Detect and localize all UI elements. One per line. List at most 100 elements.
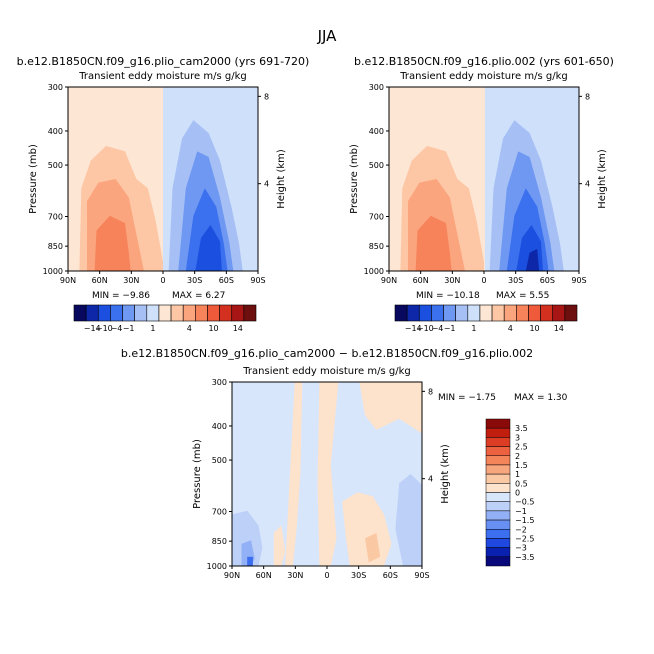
- diff-negative-core: [247, 556, 253, 566]
- colorbar-swatch-1: [467, 304, 481, 322]
- min-value-1: MIN = −10.18: [416, 291, 480, 301]
- y-tick-label-2: 700: [212, 507, 227, 516]
- colorbar-swatch-0: [122, 304, 135, 322]
- panel-subtitle-0: Transient eddy moisture m/s g/kg: [78, 71, 246, 82]
- positive-contour-3-1: [415, 215, 452, 271]
- positive-contour-3-0: [94, 215, 131, 271]
- colorbar-swatch-0: [195, 304, 208, 322]
- season-title: JJA: [317, 27, 338, 45]
- x-tick-label-0: 90N: [60, 276, 76, 285]
- colorbar-0: −14−10−4 −1 1 4 10 14: [73, 304, 257, 333]
- colorbar-label-2: 2.5: [515, 443, 528, 452]
- colorbar-label-2: −1: [515, 507, 527, 516]
- colorbar-label-2: 3: [515, 433, 520, 442]
- plot-frame-1: b.e12.B1850CN.f09_g16.plio.002 (yrs 601-…: [349, 55, 614, 285]
- colorbar-swatch-1: [516, 304, 529, 322]
- colorbar-label-1: −4: [432, 324, 444, 333]
- colorbar-swatch-1: [528, 304, 541, 322]
- colorbar-label-2: 2: [515, 452, 520, 461]
- colorbar-swatch-2: [485, 492, 511, 502]
- colorbar-swatch-1: [479, 304, 493, 322]
- colorbar-label-1: 4: [508, 324, 513, 333]
- colorbar-label-2: −2: [515, 525, 527, 534]
- panel-title-1: b.e12.B1850CN.f09_g16.plio.002 (yrs 601-…: [354, 55, 614, 68]
- y-tick-label-2: 400: [212, 422, 227, 431]
- negative-contour-4-0: [195, 225, 222, 271]
- diff-positive-streak: [342, 492, 392, 566]
- colorbar-swatch-1: [455, 304, 469, 322]
- colorbar-swatch-2: [485, 473, 511, 484]
- x-tick-label-1: 90S: [571, 276, 586, 285]
- panel-subtitle-1: Transient eddy moisture m/s g/kg: [399, 71, 567, 82]
- x-tick-label-1: 60N: [413, 276, 429, 285]
- colorbar-label-0: 14: [233, 324, 243, 333]
- colorbar-label-2: −0.5: [515, 498, 534, 507]
- colorbar-swatch-2: [485, 510, 511, 521]
- y-tick-label-0: 300: [48, 83, 63, 92]
- colorbar-swatch-1: [564, 304, 578, 322]
- x-tick-label-2: 30N: [287, 571, 303, 580]
- contour-field-2: [232, 382, 422, 566]
- x-tick-label-1: 90N: [381, 276, 397, 285]
- y-tick-label-1: 500: [369, 161, 384, 170]
- colorbar-label-0: 1: [150, 324, 155, 333]
- y-tick-label-2: 1000: [207, 562, 227, 571]
- colorbar-label-2: 0.5: [515, 479, 528, 488]
- colorbar-swatch-2: [485, 529, 511, 539]
- max-value-2: MAX = 1.30: [514, 393, 568, 403]
- diff-negative-patch: [395, 474, 422, 566]
- contour-field-0: [68, 87, 258, 272]
- colorbar-2: 3.532.521.510.50−0.5−1−1.5−2−2.5−3−3.5: [485, 418, 534, 567]
- colorbar-swatch-0: [85, 304, 99, 322]
- colorbar-label-2: −3.5: [515, 553, 534, 562]
- colorbar-label-2: 1.5: [515, 461, 528, 470]
- x-tick-label-0: 90S: [250, 276, 265, 285]
- x-tick-label-0: 60N: [92, 276, 108, 285]
- y-tick-label-0: 850: [48, 242, 63, 251]
- colorbar-swatch-1: [443, 304, 456, 322]
- colorbar-swatch-0: [207, 304, 220, 322]
- colorbar-label-2: 0: [515, 489, 520, 498]
- colorbar-swatch-1: [406, 304, 420, 322]
- x-tick-label-1: 30N: [444, 276, 460, 285]
- x-tick-label-2: 30S: [351, 571, 366, 580]
- height-tick-label-2: 4: [428, 475, 433, 484]
- colorbar-swatch-1: [503, 304, 517, 322]
- plot-frame-2: Transient eddy moisture m/s g/kg 300 400 50…: [192, 366, 451, 580]
- diff-positive-streak: [359, 382, 422, 434]
- colorbar-label-0: 4: [187, 324, 192, 333]
- y-tick-label-1: 1000: [364, 267, 384, 276]
- colorbar-swatch-0: [146, 304, 160, 322]
- contour-field-1: [389, 87, 579, 272]
- colorbar-label-0: −10: [96, 324, 113, 333]
- y-tick-label-2: 500: [212, 456, 227, 465]
- colorbar-label-0: 10: [208, 324, 218, 333]
- colorbar-swatch-0: [73, 304, 87, 322]
- colorbar-swatch-1: [540, 304, 554, 322]
- colorbar-swatch-2: [485, 455, 511, 466]
- colorbar-swatch-2: [485, 538, 511, 548]
- colorbar-label-2: −1.5: [515, 516, 534, 525]
- colorbar-swatch-0: [110, 304, 123, 322]
- height-tick-label-0: 8: [264, 92, 269, 101]
- colorbar-swatch-2: [485, 464, 511, 475]
- y-tick-label-1: 850: [369, 242, 384, 251]
- colorbar-swatch-0: [170, 304, 184, 322]
- height-tick-label-1: 8: [585, 92, 590, 101]
- x-tick-label-2: 60S: [383, 571, 398, 580]
- colorbar-swatch-1: [491, 304, 505, 322]
- colorbar-swatch-2: [485, 547, 511, 558]
- colorbar-swatch-0: [97, 304, 111, 322]
- x-tick-label-0: 60S: [219, 276, 234, 285]
- negative-contour-5-1: [525, 248, 540, 271]
- pressure-axis-label-1: Pressure (mb): [349, 144, 360, 214]
- diff-positive-streak: [317, 382, 339, 566]
- colorbar-swatch-0: [158, 304, 172, 322]
- colorbar-swatch-0: [182, 304, 196, 322]
- colorbar-label-1: −1: [444, 324, 456, 333]
- colorbar-swatch-2: [485, 556, 511, 567]
- max-value-1: MAX = 5.55: [496, 291, 549, 301]
- colorbar-swatch-2: [485, 483, 511, 493]
- colorbar-swatch-1: [394, 304, 408, 322]
